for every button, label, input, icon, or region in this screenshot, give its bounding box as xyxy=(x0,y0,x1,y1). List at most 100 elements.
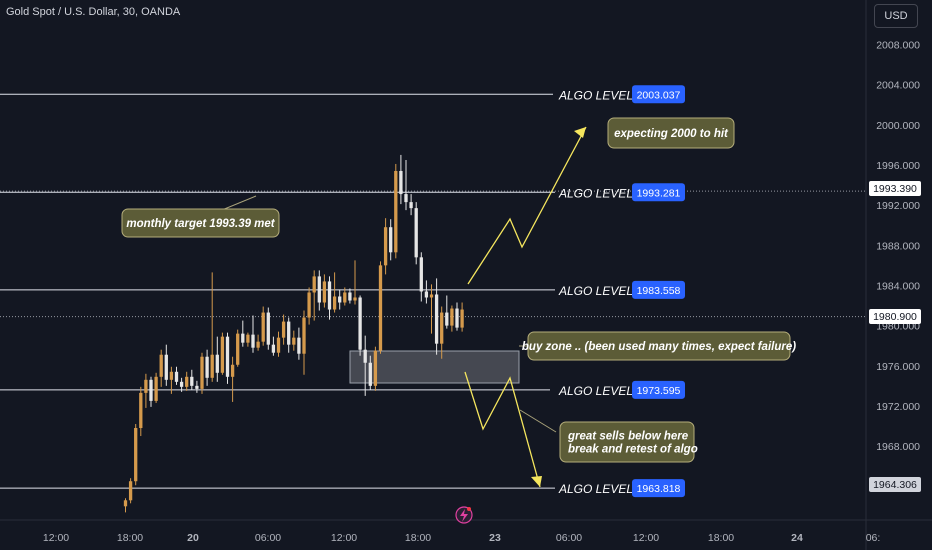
candle-body xyxy=(210,354,214,378)
forecast-arrow-path xyxy=(467,126,587,285)
candle-body xyxy=(373,350,378,386)
algo-level-label: ALGO LEVEL xyxy=(558,186,633,200)
y-tick-label: 2004.000 xyxy=(876,80,920,92)
candle-body xyxy=(144,379,148,393)
candle-body xyxy=(394,170,398,253)
x-tick-label: 20 xyxy=(187,532,199,544)
candle-body xyxy=(424,291,429,298)
candle-body xyxy=(256,341,260,348)
candle-body xyxy=(332,296,337,310)
candle-body xyxy=(322,281,327,303)
lightning-bolt-icon xyxy=(460,509,468,522)
forecast-arrow-path xyxy=(464,371,541,488)
price-label-text: 1993.390 xyxy=(873,183,917,195)
candle-body xyxy=(312,276,316,293)
candle-body xyxy=(169,371,174,380)
candle-body xyxy=(363,349,367,363)
callout-pointer xyxy=(221,195,257,211)
candle-body xyxy=(149,379,153,401)
candle-body xyxy=(460,309,464,328)
candle-body xyxy=(292,337,296,345)
price-label-box xyxy=(869,181,921,196)
candle-body xyxy=(353,297,357,301)
candle-body xyxy=(276,337,281,353)
candle-body xyxy=(134,428,138,482)
candle-body xyxy=(236,333,240,365)
x-tick-label: 18:00 xyxy=(117,532,143,544)
algo-value-text: 1993.281 xyxy=(637,187,681,199)
candle-body xyxy=(179,381,184,387)
last-price-box xyxy=(869,309,921,324)
candle-body xyxy=(174,371,179,382)
candle-body xyxy=(271,344,276,353)
algo-value-badge xyxy=(632,85,685,104)
candle-body xyxy=(399,170,403,195)
candle-body xyxy=(327,281,332,310)
candle-body xyxy=(445,312,449,326)
annotation-text: monthly target 1993.39 met xyxy=(126,218,275,230)
candle-body xyxy=(307,292,311,318)
candle-body xyxy=(455,308,459,328)
y-tick-label: 1992.000 xyxy=(876,200,920,212)
note-expecting-2000[interactable] xyxy=(607,117,735,149)
note-buy-zone[interactable] xyxy=(527,331,791,361)
candle-body xyxy=(358,297,362,350)
candle-body xyxy=(251,334,255,348)
note-monthly-target[interactable] xyxy=(121,208,280,238)
y-tick-label: 2000.000 xyxy=(876,120,920,132)
candle-body xyxy=(404,194,408,203)
currency-button[interactable]: USD xyxy=(874,4,918,28)
annotation-text: expecting 2000 to hit xyxy=(614,128,729,140)
candle-body xyxy=(225,336,230,377)
x-tick-label: 06: xyxy=(866,532,881,544)
y-tick-label: 1996.000 xyxy=(876,160,920,172)
price-label-box xyxy=(869,477,921,492)
algo-level-label: ALGO LEVEL xyxy=(558,88,633,102)
y-tick-label: 1976.000 xyxy=(876,361,920,373)
algo-level-label: ALGO LEVEL xyxy=(558,384,633,398)
algo-value-badge xyxy=(632,183,685,202)
candle-body xyxy=(389,227,393,253)
candle-body xyxy=(195,385,199,389)
annotation-text: buy zone .. (been used many times, expec… xyxy=(522,341,796,353)
candle-body xyxy=(343,292,347,303)
candle-body xyxy=(230,364,235,377)
algo-value-text: 2003.037 xyxy=(637,89,681,101)
annotation-text: great sells below here xyxy=(567,431,689,443)
x-tick-label: 23 xyxy=(489,532,501,544)
last-price-text: 1980.900 xyxy=(873,311,917,323)
x-tick-label: 18:00 xyxy=(405,532,431,544)
candle-body xyxy=(246,334,250,343)
candle-body xyxy=(287,321,291,345)
candle-body xyxy=(414,208,418,258)
algo-value-badge xyxy=(632,280,685,299)
candle-body xyxy=(302,317,306,354)
candle-body xyxy=(383,227,388,266)
candle-body xyxy=(123,500,128,507)
y-tick-label: 2008.000 xyxy=(876,39,920,51)
x-tick-label: 12:00 xyxy=(633,532,659,544)
candle-body xyxy=(429,294,434,298)
candle-body xyxy=(200,356,204,389)
candle-body xyxy=(128,481,133,501)
x-tick-label: 06:00 xyxy=(255,532,281,544)
candle-body xyxy=(378,265,383,351)
candle-body xyxy=(261,312,265,342)
callout-pointer xyxy=(519,409,557,433)
candle-body xyxy=(266,312,270,345)
x-tick-label: 18:00 xyxy=(708,532,734,544)
symbol-title[interactable]: Gold Spot / U.S. Dollar, 30, OANDA xyxy=(6,6,181,18)
note-great-sells[interactable] xyxy=(559,421,695,463)
buy-zone-box[interactable] xyxy=(349,350,520,384)
algo-level-label: ALGO LEVEL xyxy=(558,482,633,496)
algo-value-text: 1963.818 xyxy=(637,483,681,495)
forecast-arrow-head xyxy=(531,476,542,487)
candle-body xyxy=(450,308,454,326)
x-tick-label: 12:00 xyxy=(331,532,357,544)
algo-value-badge xyxy=(632,479,685,498)
candle-body xyxy=(190,376,194,386)
candle-body xyxy=(139,392,143,429)
candle-body xyxy=(241,333,245,343)
x-tick-label: 06:00 xyxy=(556,532,582,544)
